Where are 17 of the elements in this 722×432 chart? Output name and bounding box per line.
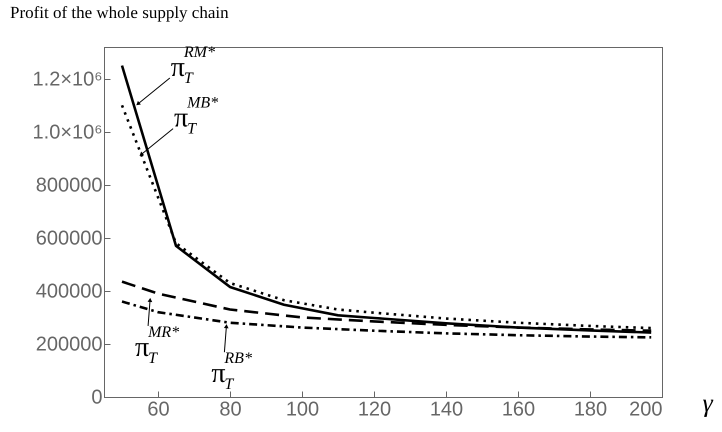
x-tick-label: 120	[358, 398, 392, 420]
x-tick-label: 100	[286, 398, 320, 420]
y-tick-label: 1.0×10⁶	[32, 121, 102, 144]
y-tick-label: 200000	[36, 333, 102, 356]
x-tick-label: 60	[147, 398, 170, 420]
y-tick-label: 400000	[36, 280, 102, 302]
y-tick-label: 0	[91, 386, 102, 408]
x-axis-title: γ	[702, 388, 714, 418]
y-tick-label: 1.2×10⁶	[32, 68, 102, 90]
x-tick-label: 200	[629, 398, 662, 420]
x-tick-label: 160	[502, 398, 536, 420]
x-tick-label: 180	[574, 398, 608, 420]
chart-title: Profit of the whole supply chain	[10, 3, 230, 22]
y-tick-label: 800000	[36, 174, 102, 196]
x-tick-label: 140	[430, 398, 464, 420]
y-tick-label: 600000	[36, 227, 102, 250]
x-tick-label: 80	[219, 398, 242, 420]
